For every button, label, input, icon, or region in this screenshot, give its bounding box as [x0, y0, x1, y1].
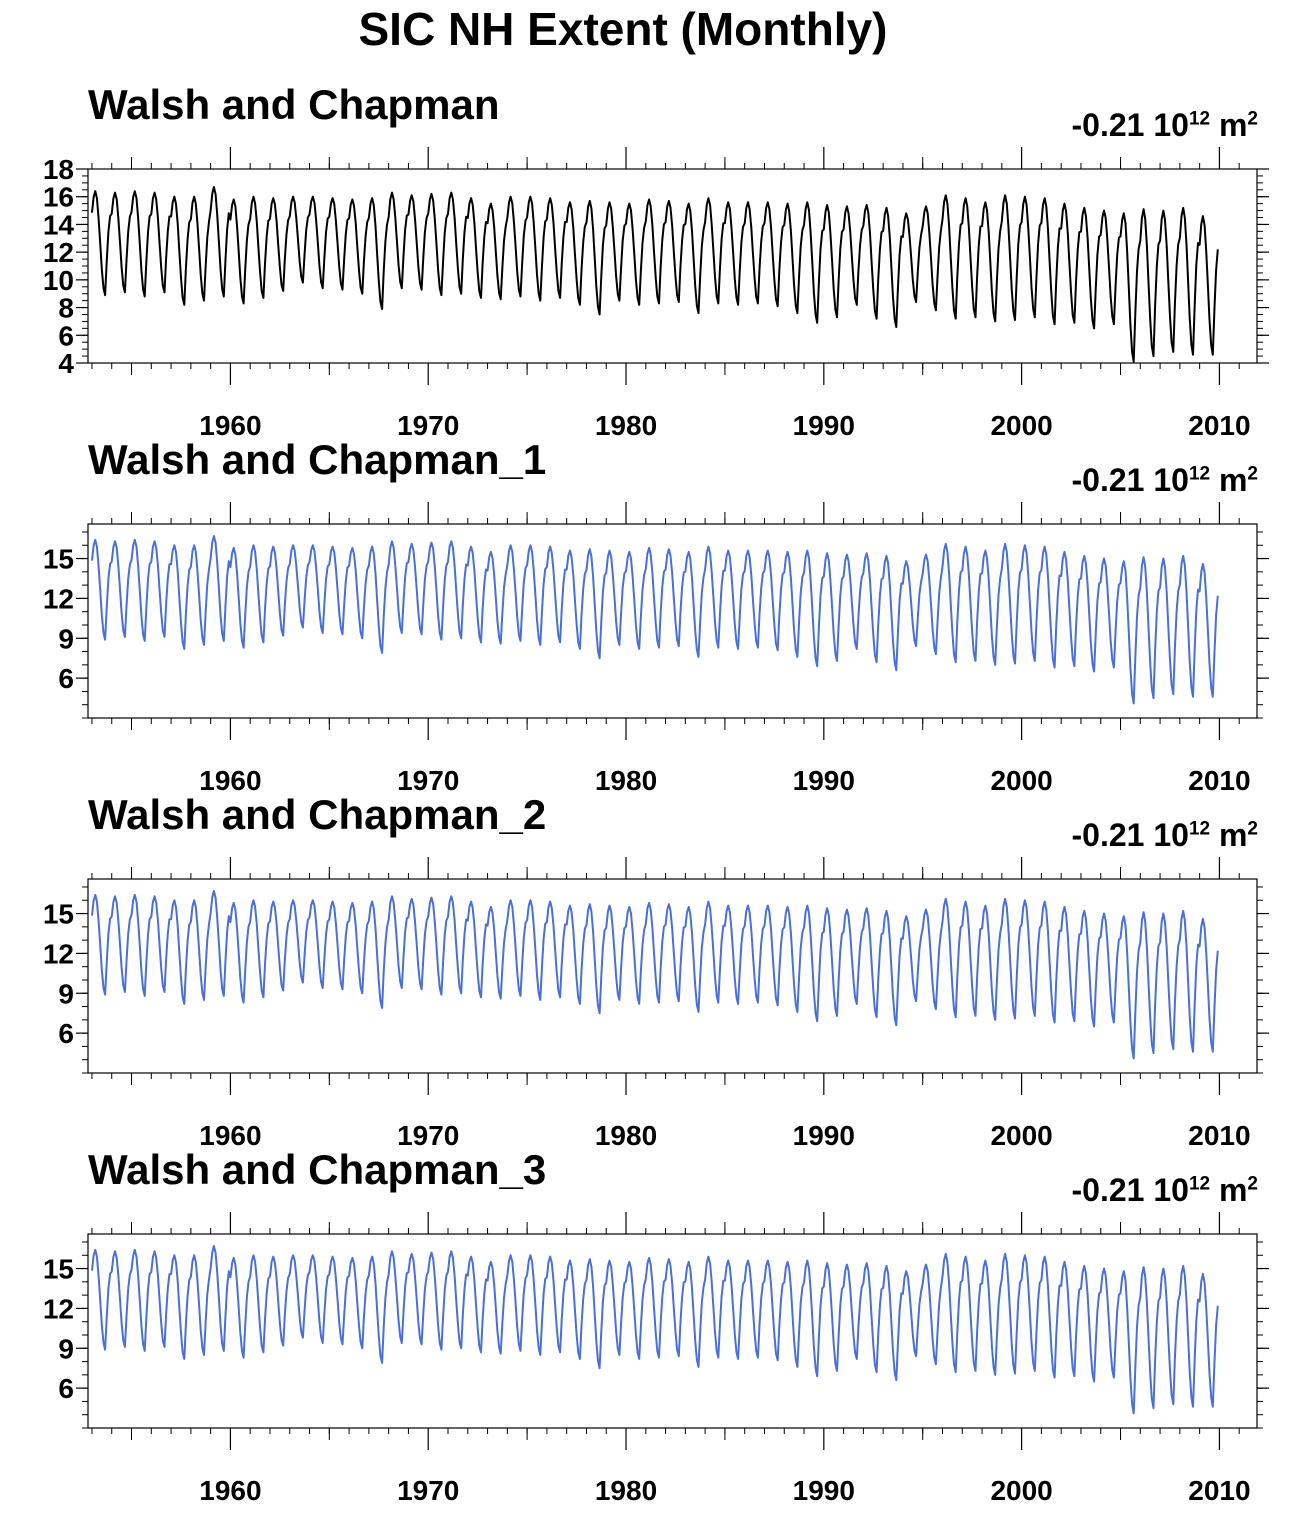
x-tick-label: 2010 — [1188, 1475, 1250, 1506]
x-tick-label: 1970 — [397, 1120, 459, 1151]
x-tick-label: 1960 — [199, 1475, 261, 1506]
plot-frame — [87, 878, 1258, 1074]
plot-frame — [87, 168, 1258, 364]
series-line — [91, 1245, 1219, 1415]
panel-title: Walsh and Chapman — [88, 81, 500, 128]
y-tick-label: 6 — [58, 1018, 74, 1049]
x-tick-label: 2000 — [990, 1120, 1052, 1151]
panel-title: Walsh and Chapman_3 — [88, 1146, 547, 1193]
x-tick-label: 1970 — [397, 410, 459, 441]
series-line — [91, 535, 1219, 705]
x-tick-label: 1990 — [793, 765, 855, 796]
y-tick-label: 9 — [58, 623, 74, 654]
y-tick-label: 6 — [58, 320, 74, 351]
y-tick-label: 8 — [58, 293, 74, 324]
panel-walsh-chapman-2: Walsh and Chapman_2 -0.21 1012 m2 6 9 12 15… — [0, 791, 1289, 1159]
y-tick-label: 12 — [43, 1293, 74, 1324]
y-tick-label: 6 — [58, 1373, 74, 1404]
trend-label: -0.21 1012 m2 — [1071, 1172, 1258, 1208]
x-tick-label: 2000 — [990, 1475, 1052, 1506]
x-tick-label: 1980 — [595, 1475, 657, 1506]
line-chart: 6 9 12 15 1960 1970 1980 1990 2000 2010 — [43, 857, 1269, 1151]
x-tick-label: 2000 — [990, 765, 1052, 796]
line-chart: 6 9 12 15 1960 1970 1980 1990 2000 2010 — [43, 1212, 1269, 1506]
figure-title: SIC NH Extent (Monthly) — [358, 3, 888, 55]
y-tick-label: 9 — [58, 978, 74, 1009]
x-tick-label: 1960 — [199, 765, 261, 796]
x-tick-label: 2010 — [1188, 765, 1250, 796]
x-tick-label: 1980 — [595, 1120, 657, 1151]
y-tick-label: 15 — [43, 544, 74, 575]
x-tick-label: 1980 — [595, 765, 657, 796]
panel-walsh-chapman-3: Walsh and Chapman_3 -0.21 1012 m2 6 9 12 15… — [0, 1146, 1289, 1514]
y-tick-label: 6 — [58, 663, 74, 694]
plot-frame — [87, 1233, 1258, 1429]
y-tick-label: 9 — [58, 1333, 74, 1364]
x-tick-label: 1990 — [793, 1475, 855, 1506]
series-line — [91, 890, 1219, 1060]
line-chart: 6 9 12 15 1960 1970 1980 1990 2000 2010 — [43, 502, 1269, 796]
x-tick-label: 2010 — [1188, 1120, 1250, 1151]
y-tick-label: 16 — [43, 182, 74, 213]
plot-frame — [87, 523, 1258, 719]
y-tick-label: 18 — [43, 154, 74, 185]
y-tick-label: 15 — [43, 899, 74, 930]
y-tick-label: 12 — [43, 583, 74, 614]
x-tick-label: 2010 — [1188, 410, 1250, 441]
x-tick-label: 1970 — [397, 765, 459, 796]
x-tick-label: 1970 — [397, 1475, 459, 1506]
y-tick-label: 12 — [43, 938, 74, 969]
trend-label: -0.21 1012 m2 — [1071, 462, 1258, 498]
series-line — [91, 186, 1219, 363]
x-tick-label: 2000 — [990, 410, 1052, 441]
x-tick-label: 1960 — [199, 410, 261, 441]
panel-walsh-chapman: Walsh and Chapman -0.21 1012 m2 4 6 8 10 12 1… — [0, 81, 1289, 449]
y-tick-label: 14 — [43, 209, 75, 240]
y-tick-label: 12 — [43, 237, 74, 268]
y-tick-label: 15 — [43, 1254, 74, 1285]
panel-title: Walsh and Chapman_1 — [88, 436, 547, 483]
y-tick-label: 4 — [58, 348, 74, 379]
x-tick-label: 1990 — [793, 1120, 855, 1151]
panel-walsh-chapman-1: Walsh and Chapman_1 -0.21 1012 m2 6 9 12 15… — [0, 436, 1289, 804]
x-tick-label: 1980 — [595, 410, 657, 441]
trend-label: -0.21 1012 m2 — [1071, 107, 1258, 143]
y-tick-label: 10 — [43, 265, 74, 296]
x-tick-label: 1960 — [199, 1120, 261, 1151]
panel-title: Walsh and Chapman_2 — [88, 791, 547, 838]
trend-label: -0.21 1012 m2 — [1071, 817, 1258, 853]
x-tick-label: 1990 — [793, 410, 855, 441]
